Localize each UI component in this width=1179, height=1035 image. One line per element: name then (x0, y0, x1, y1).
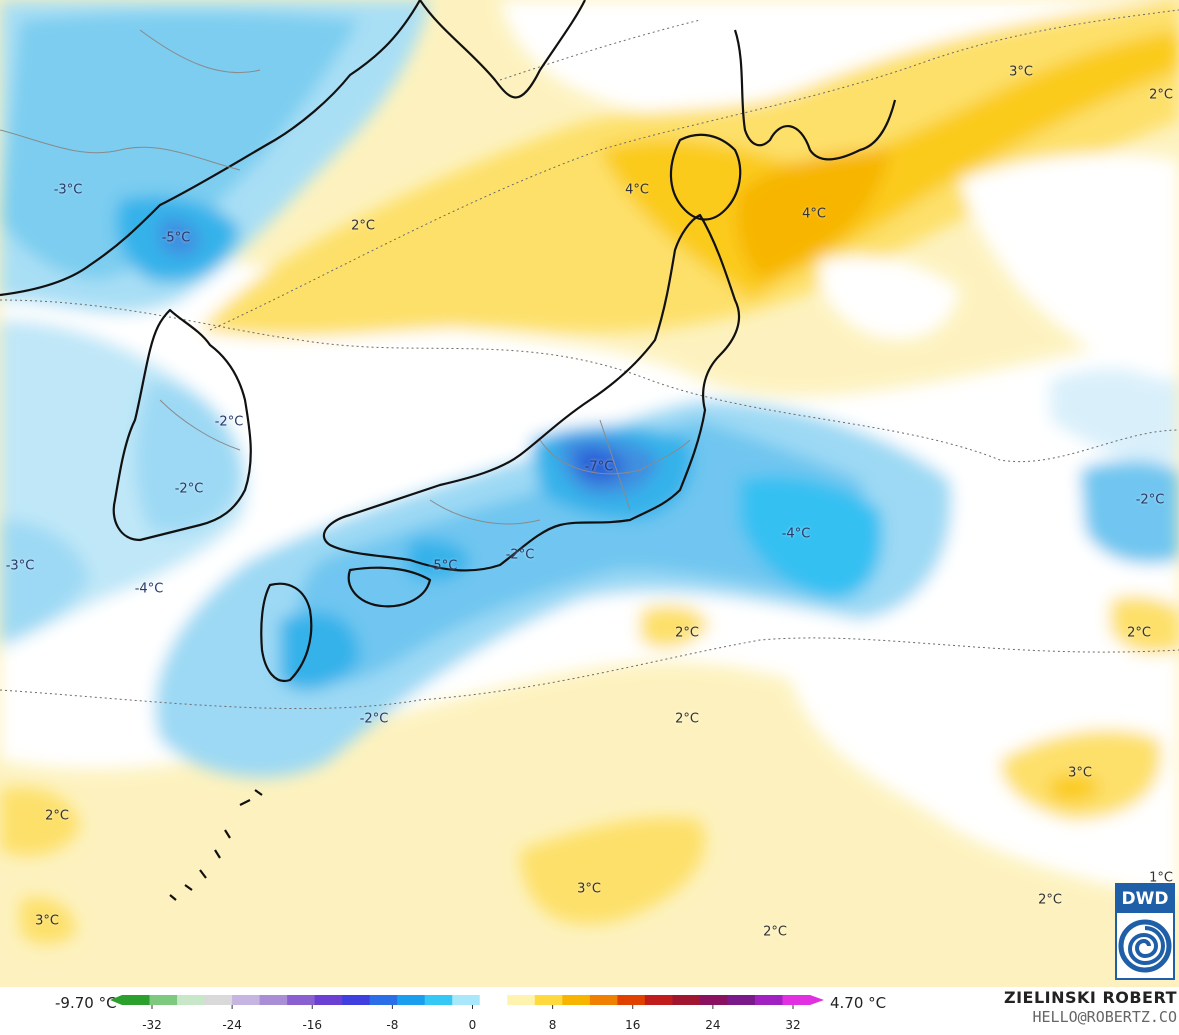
colorbar-segment (562, 995, 591, 1005)
colorbar-tick-label: -24 (222, 1018, 242, 1032)
colorbar-segment (617, 995, 646, 1005)
temperature-label: -2°C (214, 414, 244, 430)
colorbar-segment (424, 995, 453, 1005)
contour-lines (0, 9, 1179, 710)
colorbar-tick-label: -8 (386, 1018, 399, 1032)
colorbar-tick-label: -32 (142, 1018, 162, 1032)
colorbar-right-arrow (810, 995, 824, 1005)
temperature-label: 2°C (675, 625, 699, 641)
colorbar-tick-label: -16 (302, 1018, 323, 1032)
temperature-label: 3°C (1009, 64, 1033, 80)
colorbar-tick-label: 0 (468, 1018, 477, 1032)
colorbar-max-label: 4.70 °C (830, 994, 887, 1012)
colorbar-segment (644, 995, 673, 1005)
colorbar-segment (149, 995, 178, 1005)
colorbar-tick-label: 16 (625, 1018, 641, 1032)
coastlines (0, 0, 897, 901)
colorbar-tick-label: 32 (785, 1018, 801, 1032)
colorbar-segment (754, 995, 783, 1005)
colorbar-segment (507, 995, 536, 1005)
temperature-label: -5°C (428, 558, 458, 574)
colorbar (110, 995, 824, 1009)
colorbar-segment (177, 995, 206, 1005)
temperature-label: 3°C (35, 913, 59, 929)
temperature-label: 2°C (45, 808, 69, 824)
dwd-logo-text: DWD (1117, 885, 1173, 913)
dwd-logo: DWD (1115, 883, 1175, 980)
author-name: ZIELINSKI ROBERT (1003, 988, 1177, 1007)
colorbar-segment (452, 995, 481, 1005)
colorbar-segment (397, 995, 426, 1005)
temperature-label: 2°C (1127, 625, 1151, 641)
colorbar-segment (672, 995, 701, 1005)
temperature-label: -2°C (174, 481, 204, 497)
temperature-map: 3°C 2°C -3°C 4°C 4°C 2°C -5°C -2°C -2°C -7°C -2°C -… (0, 0, 1179, 987)
colorbar-segment (534, 995, 563, 1005)
colorbar-segment (287, 995, 316, 1005)
temperature-label: 4°C (625, 182, 649, 198)
colorbar-segment (589, 995, 618, 1005)
author-email: HELLO@ROBERTZ.CO (1032, 1008, 1178, 1026)
colorbar-segment (314, 995, 343, 1005)
colorbar-min-label: -9.70 °C (55, 994, 117, 1012)
temperature-label: 1°C (1149, 870, 1173, 886)
temperature-label: -2°C (359, 711, 389, 727)
colorbar-tick-label: 24 (705, 1018, 721, 1032)
temperature-label: 2°C (351, 218, 375, 234)
temperature-label: -7°C (584, 459, 614, 475)
colorbar-segment (204, 995, 233, 1005)
colorbar-segment (259, 995, 288, 1005)
temperature-label: -3°C (5, 558, 35, 574)
map-canvas (0, 0, 1179, 987)
temperature-label: 4°C (802, 206, 826, 222)
temperature-label: 2°C (1038, 892, 1062, 908)
temperature-label: 2°C (1149, 87, 1173, 103)
colorbar-left-arrow (110, 995, 122, 1005)
colorbar-tick-label: 8 (548, 1018, 557, 1032)
colorbar-segment (782, 995, 811, 1005)
colorbar-segment (727, 995, 756, 1005)
colorbar-segment (122, 995, 151, 1005)
temperature-label: -3°C (53, 182, 83, 198)
temperature-label: 2°C (675, 711, 699, 727)
temperature-label: -5°C (161, 230, 191, 246)
colorbar-segment (369, 995, 398, 1005)
colorbar-segment (479, 995, 508, 1005)
colorbar-segment (232, 995, 261, 1005)
legend-footer: -9.70 °C -32 -24 -16 -8 0 8 16 24 32 4.70 °C ZIE… (0, 987, 1179, 1035)
temperature-label: -2°C (505, 547, 535, 563)
temperature-label: -2°C (1135, 492, 1165, 508)
temperature-label: -4°C (781, 526, 811, 542)
colorbar-segment (342, 995, 371, 1005)
colorbar-segment (699, 995, 728, 1005)
temperature-label: -4°C (134, 581, 164, 597)
temperature-label: 3°C (577, 881, 601, 897)
temperature-label: 2°C (763, 924, 787, 940)
admin-borders (0, 29, 691, 525)
dwd-swirl-icon (1118, 919, 1172, 973)
temperature-field (0, 0, 1179, 945)
temperature-label: 3°C (1068, 765, 1092, 781)
